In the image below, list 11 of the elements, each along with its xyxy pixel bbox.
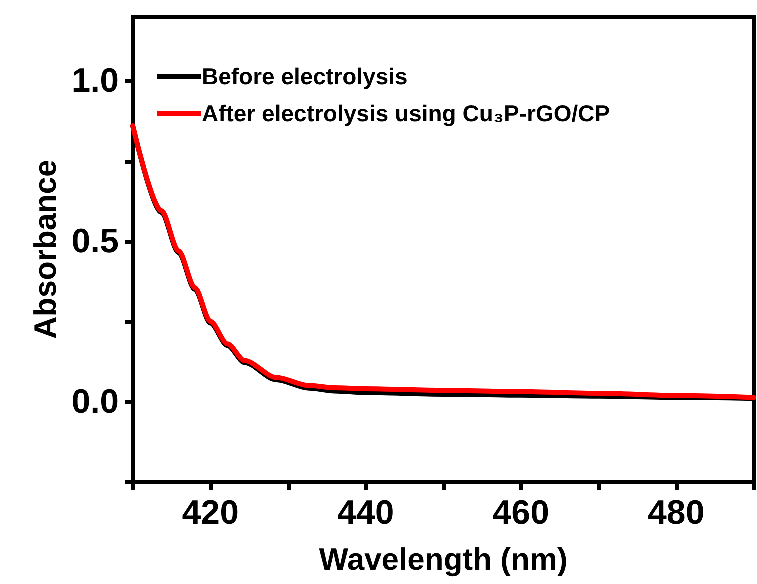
legend-label: Before electrolysis bbox=[202, 64, 408, 90]
x-tick-label: 440 bbox=[338, 494, 394, 532]
x-tick-label: 420 bbox=[182, 494, 239, 532]
y-axis-title: Absorbance bbox=[28, 160, 63, 340]
y-tick-label: 0.0 bbox=[72, 382, 119, 421]
x-axis-title: Wavelength (nm) bbox=[319, 542, 568, 577]
y-tick-label: 1.0 bbox=[72, 62, 119, 100]
x-tick-label: 460 bbox=[492, 494, 550, 532]
x-tick-label: 480 bbox=[648, 494, 705, 532]
y-tick-label: 0.5 bbox=[72, 222, 119, 260]
legend-label: After electrolysis using Cu₃P-rGO/CP bbox=[202, 100, 610, 126]
